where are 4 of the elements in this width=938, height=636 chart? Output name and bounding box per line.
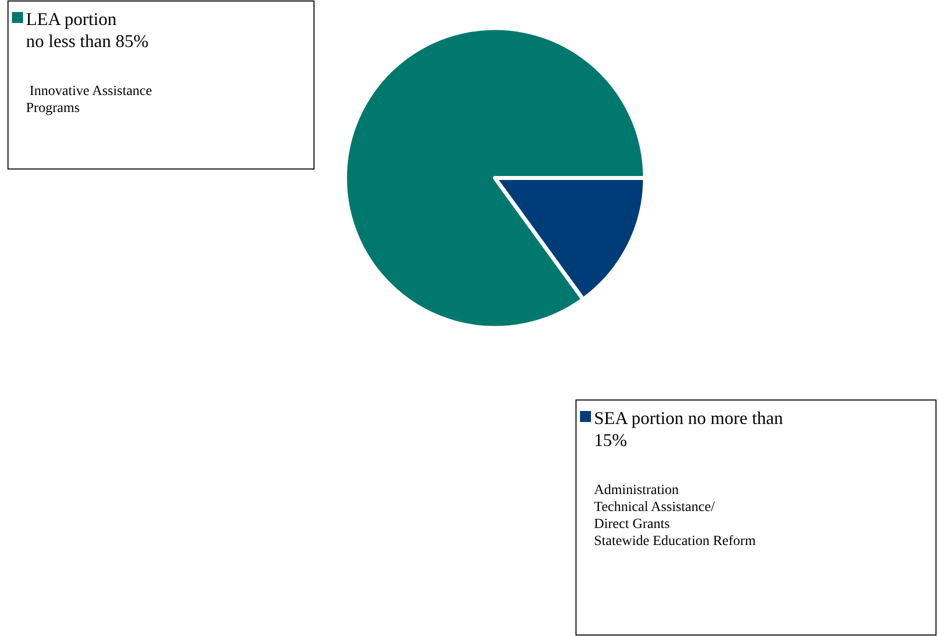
legend-label: LEA portion no less than 85% (26, 9, 148, 51)
text: Administration Technical Assistance/ Direct Grants Statewide Education Reform (594, 483, 756, 549)
legend-label: SEA portion no more than 15% (594, 408, 783, 450)
text: Innovative Assistance Programs (26, 84, 152, 116)
